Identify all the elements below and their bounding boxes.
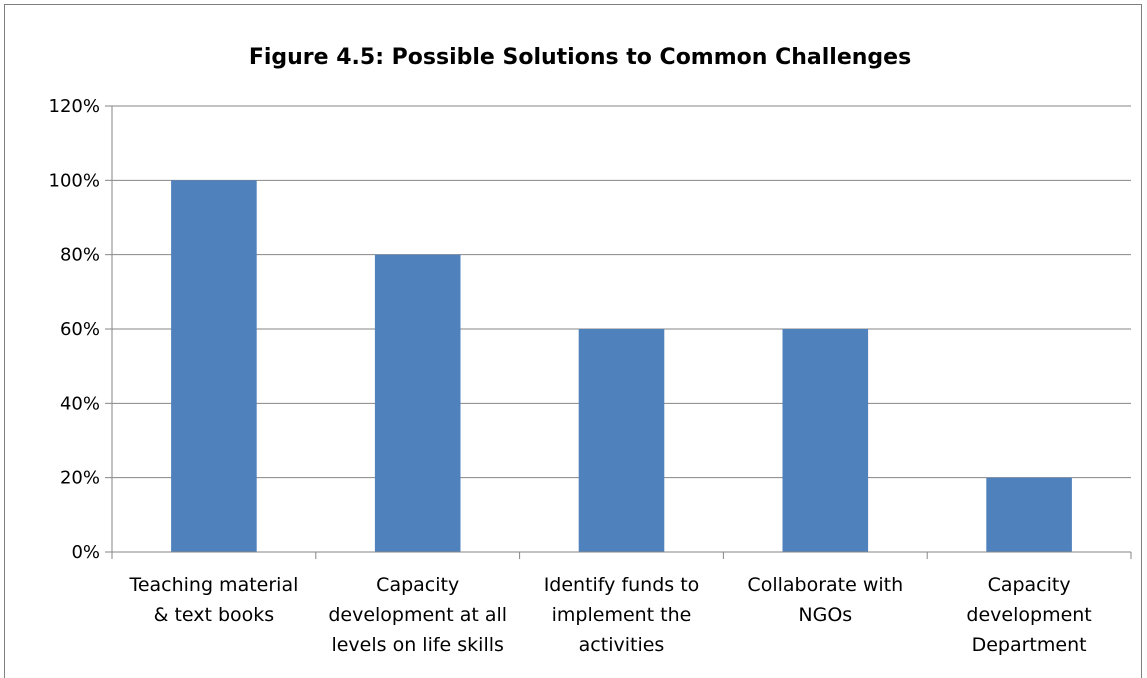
x-category-labels: Teaching material & text books Capacity dev… xyxy=(128,574,1091,656)
y-tick-label: 20% xyxy=(60,468,100,489)
x-tick-label: Capacity development Department xyxy=(966,574,1091,656)
bar xyxy=(578,329,665,552)
x-tick-label: Identify funds to implement the activities xyxy=(544,574,700,656)
y-tick-label: 40% xyxy=(60,393,100,414)
bar xyxy=(986,477,1072,552)
x-tick-label: Capacity development at all levels on life… xyxy=(328,574,507,656)
x-tick-label: Teaching material & text books xyxy=(128,574,298,626)
bar xyxy=(171,180,257,553)
chart-title: Figure 4.5: Possible Solutions to Common… xyxy=(249,45,911,70)
bar xyxy=(782,329,869,552)
y-tick-label: 60% xyxy=(60,319,100,340)
x-tick-label: Collaborate with NGOs xyxy=(747,574,903,626)
y-tick-label: 0% xyxy=(71,542,100,563)
y-tick-label: 80% xyxy=(60,245,100,266)
bars xyxy=(171,180,1072,553)
axes xyxy=(111,106,1132,559)
y-tick-label: 120% xyxy=(49,96,100,117)
y-tick-labels: 0% 20% 40% 60% 80% 100% 120% xyxy=(49,96,100,563)
y-tick-label: 100% xyxy=(49,170,100,191)
bar xyxy=(374,254,461,552)
